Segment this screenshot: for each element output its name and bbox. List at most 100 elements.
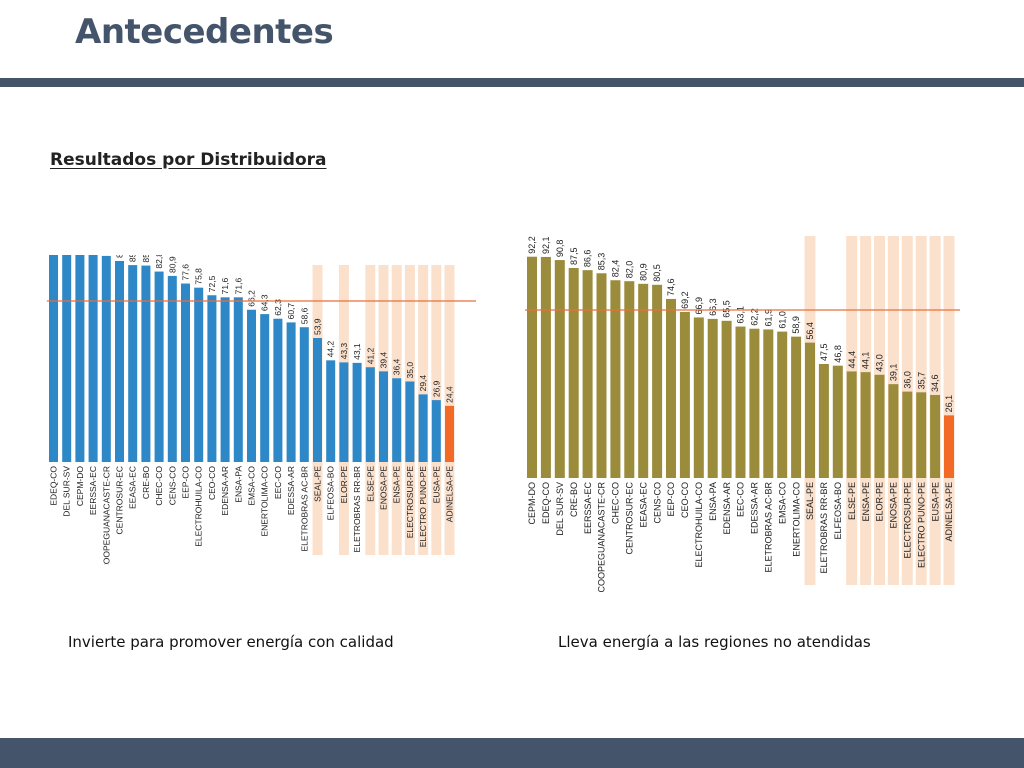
category-label: EEASA-EC xyxy=(638,482,648,528)
category-label: ELFEOSA-BO xyxy=(326,466,336,521)
bar-cepm-do xyxy=(75,255,85,462)
value-label: 61,0 xyxy=(777,311,787,329)
bar-cre-bo xyxy=(568,268,579,478)
footer-bar xyxy=(0,738,1024,768)
value-label: 26,9 xyxy=(431,380,441,397)
value-label: 62,3 xyxy=(273,299,283,316)
category-label: EEP-CO xyxy=(666,482,676,517)
value-label: 36,4 xyxy=(392,358,402,375)
bar-centrosur-ec xyxy=(624,281,635,478)
bar-ceo-co xyxy=(679,311,690,478)
value-label: 58,9 xyxy=(791,316,801,334)
category-label: EEP-CO xyxy=(180,466,190,499)
value-label: 39,1 xyxy=(889,364,899,382)
category-label: ELOR-PE xyxy=(875,482,885,522)
category-label: CHEC-CO xyxy=(611,482,621,524)
bar-eep-co xyxy=(181,283,190,462)
value-label: 29,4 xyxy=(418,375,428,392)
category-label: EEASA-EC xyxy=(128,466,138,509)
category-label: EDENSA-AR xyxy=(220,466,230,516)
bar-electrosur-pe xyxy=(902,391,913,478)
bar-eletrobras-rr-br xyxy=(818,364,829,478)
value-label: 82,8 xyxy=(154,255,164,269)
bar-eerssa-ec xyxy=(88,255,98,462)
bar-ceo-co xyxy=(207,295,217,462)
bar-cens-co xyxy=(167,275,177,462)
category-label: ENSA-PE xyxy=(392,466,402,504)
category-label: ENSA-PA xyxy=(233,466,243,503)
bar-edeq-co xyxy=(540,256,551,478)
value-label: 71,6 xyxy=(233,278,243,295)
value-label: 26,1 xyxy=(944,395,954,413)
category-label: ELECTRO PUNO-PE xyxy=(916,482,926,568)
category-label: EEC-CO xyxy=(273,466,283,499)
value-label: 92,2 xyxy=(527,236,537,254)
value-label: 60,7 xyxy=(286,303,296,320)
chart-quality-investment: 94,9EDEQ-CO94,6DEL SUR-SV92,9CEPM-DO92,2… xyxy=(40,255,480,565)
chart-coverage: 92,2 CEPM-DO 92,1 EDEQ-CO 90,8 DEL SUR-SV 87,5… xyxy=(520,228,965,593)
value-label: 80,9 xyxy=(167,256,177,273)
category-label: ENSA-PE xyxy=(861,482,871,522)
bar-eec-co xyxy=(735,326,746,478)
category-label: EUSA-PE xyxy=(431,466,441,504)
bar-elfeosa-bo xyxy=(326,360,336,462)
category-label: EEC-CO xyxy=(736,482,746,517)
category-label: CENTROSUR-EC xyxy=(114,466,124,534)
category-label: COOPEGUANACASTE-CR xyxy=(597,482,607,593)
category-label: EDEQ-CO xyxy=(48,466,58,506)
bar-centrosur-ec xyxy=(115,260,124,462)
bar-emsa-co xyxy=(247,309,256,462)
category-label: EDESSA-AR xyxy=(286,466,296,515)
value-label: 46,8 xyxy=(833,345,843,363)
bar-coopeguanacaste-cr xyxy=(101,255,111,462)
category-label: ELETROBRAS AC-BR xyxy=(299,466,309,552)
value-label: 85,4 xyxy=(141,255,151,263)
bar-enertolima-co xyxy=(791,336,802,478)
category-label: COOPEGUANACASTE-CR xyxy=(101,466,111,565)
category-label: ELETROBRAS RR-BR xyxy=(819,482,829,574)
category-label: ENERTOLIMA-CO xyxy=(791,482,801,557)
category-label: ADINELSA-PE xyxy=(944,482,954,542)
category-label: EMSA-CO xyxy=(246,466,256,506)
bar-else-pe xyxy=(846,371,857,478)
value-label: 24,4 xyxy=(444,386,454,403)
category-label: ELECTROHUILA-CO xyxy=(694,482,704,568)
value-label: 87,4 xyxy=(114,255,124,258)
bar-chec-co xyxy=(154,271,164,462)
bar-elor-pe xyxy=(339,362,349,462)
bar-edessa-ar xyxy=(286,322,296,462)
bar-eep-co xyxy=(666,298,676,478)
category-label: CEO-CO xyxy=(680,482,690,518)
value-label: 85,6 xyxy=(128,255,138,262)
header-bar xyxy=(0,78,1024,87)
bar-eletrobras-ac-br xyxy=(763,329,774,478)
category-label: CRE-BO xyxy=(569,482,579,517)
category-label: ENSA-PA xyxy=(708,482,718,521)
bar-eusa-pe xyxy=(930,394,941,478)
category-label: CENTROSUR-EC xyxy=(624,482,634,555)
category-label: EDEQ-CO xyxy=(541,482,551,524)
value-label: 63,1 xyxy=(736,306,746,324)
bar-eeasa-ec xyxy=(638,283,649,478)
value-label: 80,5 xyxy=(652,264,662,282)
bar-cre-bo xyxy=(141,265,151,462)
value-label: 90,8 xyxy=(555,240,565,258)
category-label: ENOSA-PE xyxy=(889,482,899,529)
category-label: CENS-CO xyxy=(652,482,662,524)
category-label: ELFEOSA-BO xyxy=(833,482,843,540)
bar-eusa-pe xyxy=(431,400,441,462)
category-label: EMSA-CO xyxy=(777,482,787,524)
bar-emsa-co xyxy=(777,331,788,478)
category-label: CEPM-DO xyxy=(527,482,537,525)
bar-electrosur-pe xyxy=(405,381,415,462)
category-label: DEL SUR-SV xyxy=(555,482,565,536)
value-label: 56,4 xyxy=(805,322,815,340)
value-label: 58,6 xyxy=(299,307,309,324)
value-label: 36,0 xyxy=(902,371,912,389)
category-label: SEAL-PE xyxy=(805,482,815,520)
bar-cens-co xyxy=(652,284,663,478)
value-label: 72,5 xyxy=(207,275,217,292)
value-label: 71,6 xyxy=(220,278,230,295)
bar-eeasa-ec xyxy=(128,265,138,462)
value-label: 35,0 xyxy=(405,362,415,379)
